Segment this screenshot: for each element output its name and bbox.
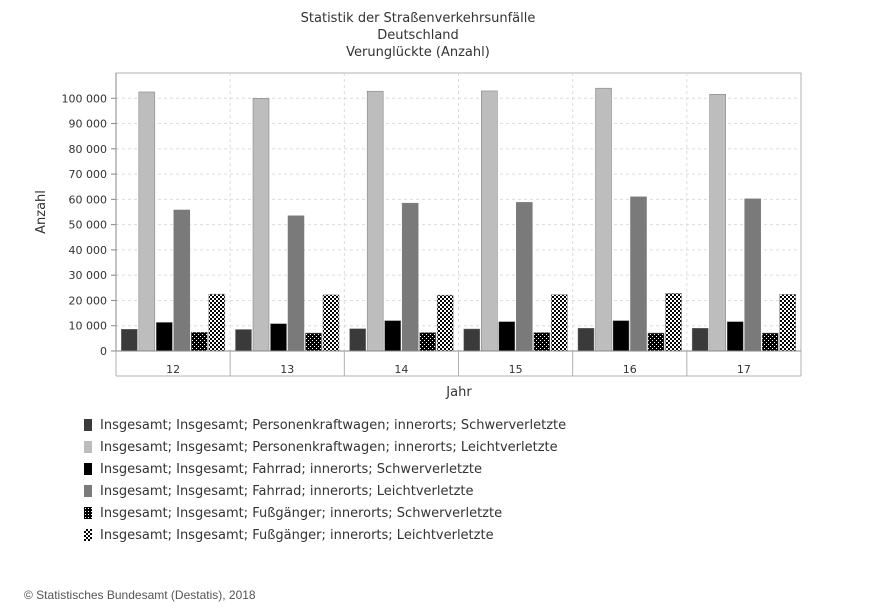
bar-14-series-3	[384, 320, 401, 352]
chart-title-line: Statistik der Straßenverkehrsunfälle	[301, 11, 536, 26]
chart: Statistik der Straßenverkehrsunfälle Deut…	[34, 11, 802, 400]
y-tick-label: 50 000	[69, 219, 108, 232]
bar-17-series-2	[709, 93, 726, 352]
legend-item: Insgesamt; Insgesamt; Personenkraftwagen…	[84, 414, 566, 436]
y-tick-label: 60 000	[69, 193, 108, 206]
x-tick-label: 15	[509, 363, 523, 376]
bar-14-series-5	[419, 332, 436, 352]
bar-14-series-2	[366, 90, 384, 352]
chart-title-line: Deutschland	[377, 28, 459, 43]
bar-17-series-5	[761, 332, 779, 352]
legend-label: Insgesamt; Insgesamt; Fahrrad; innerorts…	[100, 461, 483, 477]
bar-17-series-6	[779, 294, 796, 352]
y-axis-label: Anzahl	[34, 190, 49, 234]
legend-label: Insgesamt; Insgesamt; Fußgänger; inneror…	[100, 527, 494, 543]
bar-12-series-5	[191, 332, 208, 352]
legend-item: Insgesamt; Insgesamt; Fußgänger; inneror…	[84, 524, 566, 546]
legend-item: Insgesamt; Insgesamt; Personenkraftwagen…	[84, 436, 566, 458]
x-tick-label: 16	[623, 363, 637, 376]
bars	[121, 87, 796, 352]
legend-swatch	[84, 485, 92, 497]
chart-title: Statistik der Straßenverkehrsunfälle Deut…	[301, 11, 536, 60]
legend-item: Insgesamt; Insgesamt; Fahrrad; innerorts…	[84, 458, 566, 480]
bar-12-series-1	[121, 329, 138, 352]
bar-12-series-6	[208, 293, 226, 352]
x-tick-label: 14	[394, 363, 408, 376]
legend-label: Insgesamt; Insgesamt; Personenkraftwagen…	[100, 417, 567, 433]
y-tick-label: 30 000	[69, 269, 108, 282]
bar-13-series-5	[305, 332, 322, 352]
bar-12-series-2	[138, 91, 156, 352]
legend-label: Insgesamt; Insgesamt; Personenkraftwagen…	[100, 439, 558, 455]
bar-12-series-4	[173, 209, 191, 352]
y-tick-label: 80 000	[69, 143, 108, 156]
copyright-text: © Statistisches Bundesamt (Destatis), 20…	[24, 588, 256, 602]
x-tick-label: 12	[166, 363, 180, 376]
x-axis: 12 13 14 15 16 17	[115, 350, 802, 377]
bar-13-series-1	[235, 329, 252, 352]
legend-item: Insgesamt; Insgesamt; Fahrrad; innerorts…	[84, 480, 566, 502]
legend-item: Insgesamt; Insgesamt; Fußgänger; inneror…	[84, 502, 566, 524]
y-tick-label: 100 000	[62, 92, 108, 105]
y-tick-label: 90 000	[69, 118, 108, 131]
bar-16-series-1	[577, 328, 595, 352]
legend-swatch	[84, 529, 92, 541]
legend: Insgesamt; Insgesamt; Personenkraftwagen…	[84, 414, 566, 546]
bar-16-series-5	[647, 332, 665, 352]
bar-17-series-3	[726, 321, 744, 352]
y-axis: 0 10 000 20 000 30 000 40 000 50 000 60 000 70 …	[62, 73, 117, 358]
bar-15-series-5	[533, 332, 551, 352]
y-tick-label: 70 000	[69, 168, 108, 181]
legend-swatch	[84, 441, 92, 453]
legend-swatch	[84, 463, 92, 475]
y-tick-label: 0	[100, 345, 107, 358]
bar-13-series-4	[287, 215, 305, 352]
y-tick-label: 10 000	[69, 320, 108, 333]
bar-12-series-3	[156, 322, 173, 352]
bar-16-series-6	[665, 293, 682, 352]
legend-swatch	[84, 419, 92, 431]
chart-title-line: Verunglückte (Anzahl)	[346, 45, 490, 60]
bar-16-series-2	[595, 87, 612, 352]
bar-16-series-4	[630, 196, 647, 352]
bar-15-series-6	[551, 294, 568, 352]
bar-15-series-1	[463, 328, 481, 352]
bar-15-series-4	[516, 202, 533, 352]
bar-15-series-2	[481, 90, 498, 352]
legend-label: Insgesamt; Insgesamt; Fußgänger; inneror…	[100, 505, 503, 521]
grid	[116, 73, 801, 351]
x-tick-label: 17	[737, 363, 751, 376]
bar-17-series-1	[691, 328, 709, 352]
legend-label: Insgesamt; Insgesamt; Fahrrad; innerorts…	[100, 483, 474, 499]
bar-14-series-4	[401, 202, 419, 352]
bar-15-series-3	[498, 321, 516, 352]
y-tick-label: 20 000	[69, 294, 108, 307]
bar-17-series-4	[744, 198, 761, 352]
bar-13-series-3	[270, 323, 287, 352]
bar-13-series-6	[322, 294, 340, 352]
bar-13-series-2	[252, 98, 270, 352]
y-tick-label: 40 000	[69, 244, 108, 257]
bar-14-series-6	[436, 294, 454, 352]
bar-16-series-3	[612, 320, 630, 352]
bar-14-series-1	[349, 328, 366, 352]
x-axis-label: Jahr	[445, 385, 472, 400]
legend-swatch	[84, 507, 92, 519]
x-tick-label: 13	[280, 363, 294, 376]
